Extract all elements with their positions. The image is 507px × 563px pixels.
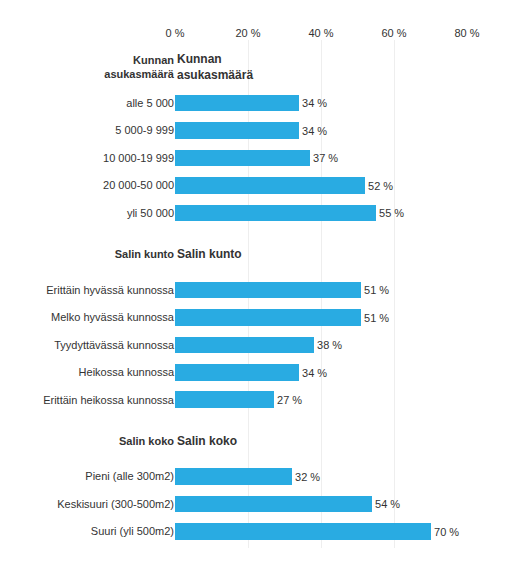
svg-text:20 000-50 000: 20 000-50 000 xyxy=(103,179,174,191)
svg-text:40 %: 40 % xyxy=(308,27,333,39)
svg-text:20 %: 20 % xyxy=(235,27,260,39)
svg-text:Erittäin heikossa kunnossa: Erittäin heikossa kunnossa xyxy=(43,394,175,406)
svg-text:51 %: 51 % xyxy=(364,312,389,324)
svg-text:51 %: 51 % xyxy=(364,284,389,296)
svg-text:Salin kunto: Salin kunto xyxy=(115,248,175,260)
svg-text:Kunnanasukasmäärä: Kunnanasukasmäärä xyxy=(177,52,253,82)
svg-text:yli 50 000: yli 50 000 xyxy=(127,207,174,219)
svg-text:60 %: 60 % xyxy=(381,27,406,39)
svg-text:55 %: 55 % xyxy=(379,207,404,219)
svg-text:5 000-9 999: 5 000-9 999 xyxy=(115,124,174,136)
svg-text:Keskisuuri (300-500m2): Keskisuuri (300-500m2) xyxy=(57,498,174,510)
svg-text:32 %: 32 % xyxy=(295,471,320,483)
svg-text:Melko hyvässä kunnossa: Melko hyvässä kunnossa xyxy=(51,311,175,323)
svg-text:Heikossa kunnossa: Heikossa kunnossa xyxy=(79,366,175,378)
svg-text:70 %: 70 % xyxy=(434,526,459,538)
svg-text:34 %: 34 % xyxy=(302,125,327,137)
svg-text:Salin koko: Salin koko xyxy=(119,435,174,447)
svg-text:Tyydyttävässä kunnossa: Tyydyttävässä kunnossa xyxy=(54,339,175,351)
svg-text:alle 5 000: alle 5 000 xyxy=(126,97,174,109)
svg-text:80 %: 80 % xyxy=(454,27,479,39)
svg-text:Salin kunto: Salin kunto xyxy=(177,247,242,261)
svg-text:Suuri (yli 500m2): Suuri (yli 500m2) xyxy=(91,525,174,537)
svg-text:38 %: 38 % xyxy=(317,339,342,351)
svg-text:37 %: 37 % xyxy=(313,152,338,164)
svg-text:Erittäin hyvässä kunnossa: Erittäin hyvässä kunnossa xyxy=(46,284,175,296)
svg-text:0 %: 0 % xyxy=(166,27,185,39)
svg-text:27 %: 27 % xyxy=(277,394,302,406)
svg-text:34 %: 34 % xyxy=(302,97,327,109)
svg-text:54 %: 54 % xyxy=(375,498,400,510)
svg-text:34 %: 34 % xyxy=(302,367,327,379)
svg-text:10 000-19 999: 10 000-19 999 xyxy=(103,152,174,164)
svg-text:Salin koko: Salin koko xyxy=(177,434,237,448)
svg-text:52 %: 52 % xyxy=(368,180,393,192)
svg-text:Pieni (alle 300m2): Pieni (alle 300m2) xyxy=(85,470,174,482)
svg-text:Kunnanasukasmäärä: Kunnanasukasmäärä xyxy=(104,54,175,80)
